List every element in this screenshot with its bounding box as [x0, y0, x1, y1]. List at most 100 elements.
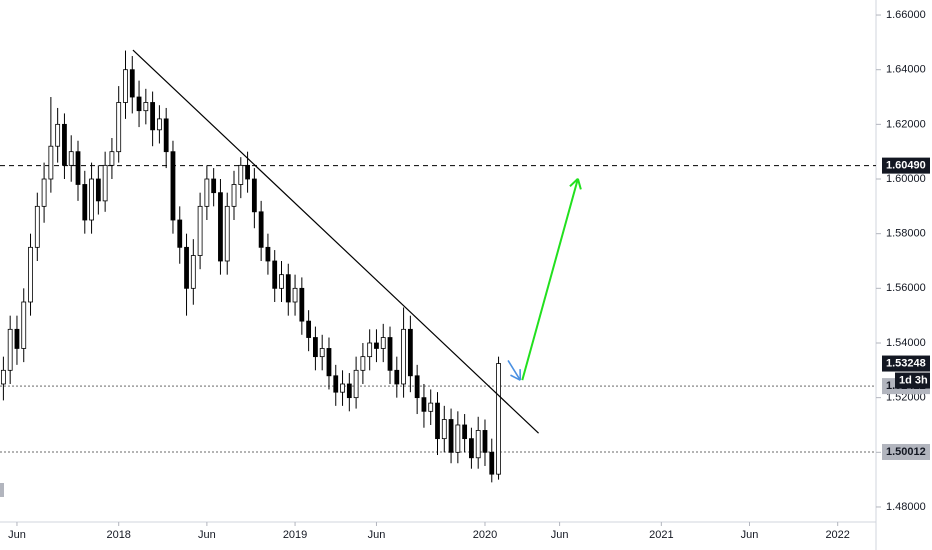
target-arrow-head — [569, 178, 579, 188]
price-badge-label: 1.53248 — [886, 357, 926, 369]
candle-body — [326, 348, 332, 377]
candle-body — [136, 96, 142, 112]
candle-body — [89, 178, 94, 221]
candle-body — [123, 69, 128, 103]
candle-body — [299, 287, 305, 322]
pullback-arrow-head — [510, 374, 521, 381]
candle-body — [184, 246, 189, 289]
x-tick-label: Jun — [368, 529, 386, 541]
candle-body — [55, 123, 61, 147]
y-tick-label: 1.56000 — [886, 282, 926, 294]
candle-body — [333, 375, 339, 393]
side-marker — [0, 483, 4, 497]
x-tick-label: Jun — [8, 529, 26, 541]
candle-body — [48, 145, 54, 180]
x-tick-label: 2022 — [825, 529, 849, 541]
candle-body — [421, 397, 427, 412]
candle-body — [448, 419, 454, 453]
candle-body — [62, 123, 67, 166]
candle-body — [75, 151, 81, 185]
candle-body — [68, 151, 74, 166]
price-badge-label: 1.50012 — [886, 446, 926, 458]
candle-body — [367, 342, 373, 358]
y-tick-label: 1.64000 — [886, 64, 926, 76]
candle-body — [441, 419, 447, 440]
y-tick-label: 1.54000 — [886, 337, 926, 349]
candle-body — [387, 337, 393, 371]
candle-body — [292, 287, 298, 303]
x-tick-label: 2018 — [106, 529, 130, 541]
x-tick-label: Jun — [551, 529, 569, 541]
target-arrow-head — [576, 178, 582, 190]
y-tick-label: 1.60000 — [886, 173, 926, 185]
candle-body — [7, 328, 13, 371]
target-arrow — [521, 178, 579, 381]
x-tick-label: 2019 — [283, 529, 307, 541]
candle-body — [428, 402, 434, 412]
candle-body — [496, 363, 501, 475]
candle-body — [224, 205, 230, 262]
candle-body — [150, 102, 156, 131]
candle-body — [231, 184, 237, 207]
candle-body — [306, 320, 312, 338]
candle-body — [163, 118, 169, 153]
y-tick-label: 1.66000 — [886, 9, 926, 21]
candle-body — [346, 383, 352, 399]
candle-body — [41, 178, 47, 207]
candle-body — [313, 337, 318, 358]
candle-body — [340, 383, 345, 393]
candle-body — [394, 369, 400, 385]
candle-body — [455, 424, 461, 453]
y-tick-label: 1.52000 — [886, 392, 926, 404]
candle-body — [177, 219, 183, 248]
candle-body — [401, 328, 406, 385]
candle-body — [190, 255, 196, 289]
candle-body — [462, 424, 468, 440]
candle-body — [407, 328, 413, 377]
candle-body — [360, 356, 366, 371]
candle-body — [414, 375, 420, 399]
candle-body — [156, 118, 162, 131]
candle-body — [245, 164, 250, 180]
pullback-arrow — [507, 360, 521, 381]
y-tick-label: 1.58000 — [886, 228, 926, 240]
candle-body — [258, 211, 264, 248]
x-tick-label: 2020 — [473, 529, 497, 541]
candle-body — [469, 438, 474, 459]
candle-body — [475, 430, 481, 459]
candle-body — [238, 164, 244, 185]
candle-body — [21, 301, 27, 349]
candle-body — [251, 178, 257, 213]
candle-body — [0, 369, 6, 385]
price-badge — [882, 157, 930, 174]
candle-body — [143, 102, 149, 112]
candle-body — [279, 274, 284, 289]
candle-body — [319, 348, 325, 358]
candle-body — [116, 102, 122, 153]
countdown-badge — [895, 372, 930, 389]
candle-body — [374, 342, 379, 349]
candle-body — [211, 178, 217, 194]
candle-body — [380, 337, 386, 349]
candle-body — [435, 402, 440, 440]
trendline — [132, 49, 539, 434]
candle-body — [14, 328, 20, 349]
x-tick-label: Jun — [198, 529, 216, 541]
price-badge — [882, 443, 930, 460]
x-tick-label: Jun — [741, 529, 759, 541]
price-badge — [882, 355, 930, 372]
candle-body — [82, 184, 88, 221]
y-tick-label: 1.62000 — [886, 118, 926, 130]
candle-body — [95, 178, 101, 202]
candle-body — [170, 151, 176, 221]
candle-body — [102, 164, 108, 202]
x-tick-label: 2021 — [649, 529, 673, 541]
countdown-label: 1d 3h — [899, 374, 928, 386]
candle-body — [218, 192, 223, 262]
candle-body — [265, 246, 271, 262]
candle-body — [129, 69, 135, 98]
candle-body — [353, 369, 359, 399]
candle-body — [204, 178, 210, 207]
